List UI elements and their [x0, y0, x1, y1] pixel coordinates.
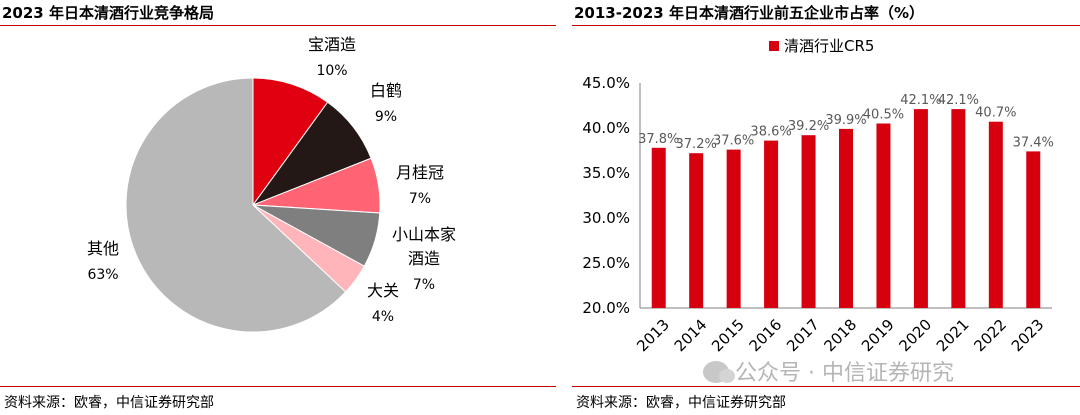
x-tick-label: 2019: [858, 316, 898, 356]
data-label-2023: 37.4%: [1013, 135, 1054, 150]
y-tick-label: 45.0%: [582, 74, 630, 92]
pie-label-5: 大关 4%: [367, 281, 399, 325]
x-tick-label: 2016: [746, 316, 786, 356]
pie-label-name: 月桂冠: [396, 163, 444, 182]
pie-title: 2023 年日本清酒行业竞争格局: [2, 4, 214, 22]
pie-label-value: 10%: [316, 63, 347, 79]
x-tick-label: 2015: [708, 316, 748, 356]
x-tick-label: 2017: [783, 316, 823, 356]
y-tick-label: 40.0%: [582, 119, 630, 137]
x-tick-label: 2023: [1008, 316, 1048, 356]
pie-title-rule: [0, 25, 556, 26]
pie-slice-6: [125, 77, 347, 333]
legend-swatch: [769, 41, 779, 51]
pie-label-name: 酒造: [408, 249, 440, 268]
pie-label-value: 7%: [409, 191, 431, 207]
pie-label-value: 63%: [87, 267, 118, 283]
x-tick-label: 2022: [970, 316, 1010, 356]
watermark: 公众号 · 中信证券研究: [703, 355, 954, 387]
data-label-2017: 39.2%: [788, 119, 829, 134]
data-label-2019: 40.5%: [863, 108, 904, 123]
data-label-2022: 40.7%: [975, 106, 1016, 121]
x-tick-label: 2018: [821, 316, 861, 356]
pie-label-value: 9%: [375, 109, 397, 125]
y-tick-label: 30.0%: [582, 209, 630, 227]
bar-2022: [988, 121, 1003, 308]
watermark-text: 公众号 · 中信证券研究: [735, 361, 954, 386]
bar-title-rule: [572, 25, 1080, 26]
data-label-2015: 37.6%: [713, 134, 754, 149]
pie-label-2: 白鹤 9%: [370, 81, 402, 125]
wechat-logo-icon: [703, 361, 735, 383]
x-tick-label: 2020: [895, 316, 935, 356]
bar-2018: [839, 128, 853, 308]
bar-2016: [764, 140, 779, 308]
data-label-2018: 39.9%: [825, 113, 866, 128]
data-label-2014: 37.2%: [676, 137, 717, 152]
bar-2013: [651, 147, 666, 308]
x-tick-label: 2014: [671, 316, 711, 356]
pie-label-name: 白鹤: [370, 81, 402, 100]
y-tick-label: 35.0%: [582, 164, 630, 182]
pie-label-value: 4%: [372, 309, 394, 325]
pie-source: 资料来源：欧睿，中信证券研究部: [4, 395, 214, 411]
bar-source-rule: [572, 386, 1080, 387]
bar-panel: 2013-2023 年日本清酒行业前五企业市占率（%） 清酒行业CR5 20.0%…: [572, 0, 1080, 415]
bar-legend: 清酒行业CR5: [769, 37, 874, 55]
bar-2020: [913, 109, 928, 308]
data-label-2013: 37.8%: [638, 132, 679, 147]
pie-label-name: 宝酒造: [308, 35, 356, 54]
pie-label-name: 大关: [367, 281, 399, 300]
pie-label-value: 7%: [413, 277, 435, 293]
pie-label-name: 小山本家: [392, 225, 456, 244]
bar-title: 2013-2023 年日本清酒行业前五企业市占率（%）: [574, 4, 924, 22]
bar-2023: [1026, 151, 1041, 308]
y-tick-label: 20.0%: [582, 299, 630, 317]
pie-label-name: 其他: [87, 239, 119, 258]
bar-2015: [726, 149, 741, 308]
bar-2019: [876, 123, 891, 308]
x-tick-label: 2021: [933, 316, 973, 356]
pie-slice-1: [252, 77, 329, 207]
pie-source-rule: [0, 386, 556, 387]
data-label-2020: 42.1%: [900, 93, 941, 108]
pie-label-6: 其他 63%: [87, 239, 119, 283]
pie-label-1: 宝酒造 10%: [308, 35, 356, 79]
legend-label: 清酒行业CR5: [784, 37, 874, 55]
pie-label-3: 月桂冠 7%: [396, 163, 444, 207]
bar-chart: 清酒行业CR5 20.0% 25.0% 30.0% 35.0% 40.0% 45.0% 37.…: [582, 37, 1054, 356]
bar-2021: [951, 109, 966, 308]
pie-panel: 2023 年日本清酒行业竞争格局 宝酒造 10% 白鹤 9% 月桂冠 7% 小山本家酒造 7%…: [0, 4, 556, 411]
bar-source: 资料来源：欧睿，中信证券研究部: [576, 395, 786, 411]
data-label-2016: 38.6%: [750, 125, 791, 140]
bar-2017: [801, 135, 816, 308]
bar-2014: [689, 153, 704, 308]
data-label-2021: 42.1%: [938, 93, 979, 108]
y-tick-label: 25.0%: [582, 254, 630, 272]
x-tick-label: 2013: [633, 316, 673, 356]
